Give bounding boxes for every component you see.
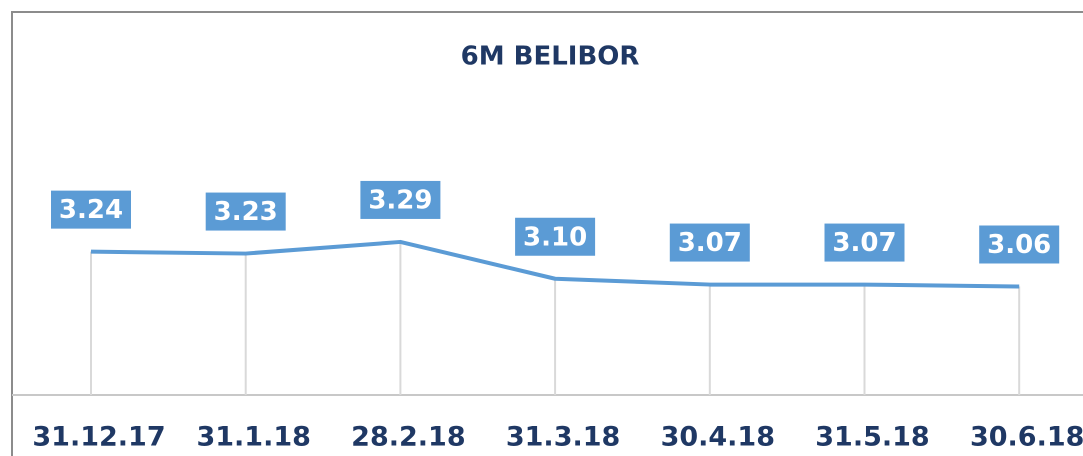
x-tick-label: 31.1.18 bbox=[196, 422, 310, 453]
data-label-box bbox=[360, 180, 441, 219]
data-label: 3.07 bbox=[832, 228, 896, 258]
x-tick-label: 31.3.18 bbox=[506, 422, 620, 453]
data-label: 3.24 bbox=[59, 195, 123, 225]
x-tick-label: 28.2.18 bbox=[351, 422, 465, 453]
series-line bbox=[90, 239, 1020, 289]
x-tick-label: 30.6.18 bbox=[970, 422, 1083, 453]
data-label: 3.07 bbox=[678, 228, 742, 258]
x-tick-label: 31.12.17 bbox=[32, 422, 165, 453]
chart-title: 6M BELIBOR bbox=[461, 42, 640, 72]
data-label-box bbox=[979, 225, 1060, 264]
data-label: 3.10 bbox=[523, 222, 587, 252]
x-tick-label: 31.5.18 bbox=[815, 422, 929, 453]
data-label: 3.29 bbox=[368, 185, 432, 215]
data-label-box bbox=[515, 217, 596, 256]
data-label-box bbox=[824, 223, 905, 262]
data-label-box bbox=[669, 223, 750, 262]
data-label: 3.06 bbox=[987, 230, 1051, 260]
data-label-box bbox=[51, 190, 131, 229]
data-label-box bbox=[205, 192, 286, 231]
data-label: 3.23 bbox=[214, 197, 278, 227]
x-tick-label: 30.4.18 bbox=[661, 422, 775, 453]
